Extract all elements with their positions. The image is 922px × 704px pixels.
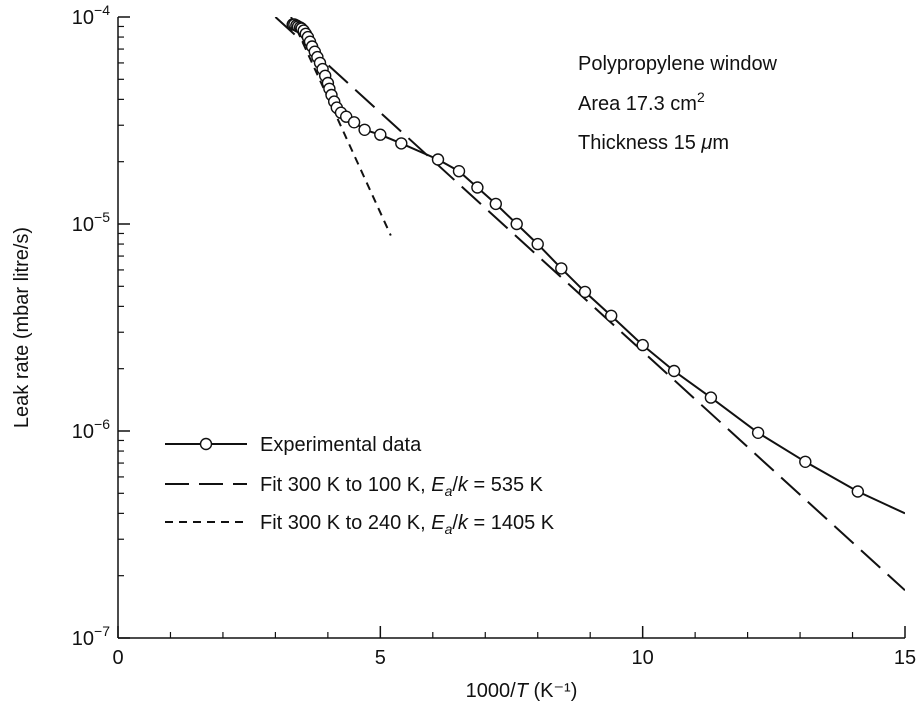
legend-label-2: Fit 300 K to 100 K, Ea/k = 535 K bbox=[260, 474, 544, 499]
data-point bbox=[471, 181, 484, 194]
data-point bbox=[851, 485, 864, 498]
legend: Experimental data Fit 300 K to 100 K, Ea/… bbox=[165, 434, 555, 537]
data-point bbox=[636, 338, 649, 352]
series-line-3 bbox=[290, 17, 392, 236]
data-point bbox=[578, 285, 592, 299]
annotation-3: Thickness 15 μm bbox=[578, 132, 729, 154]
legend-label-1: Experimental data bbox=[260, 434, 422, 456]
x-axis-title: 1000/T (K⁻¹) bbox=[466, 680, 578, 702]
y-axis-title: Leak rate (mbar litre/s) bbox=[11, 227, 33, 428]
legend-marker bbox=[199, 437, 213, 451]
data-point bbox=[605, 309, 618, 322]
series-line-2 bbox=[274, 17, 905, 592]
data-point bbox=[799, 455, 812, 468]
x-tick-label: 15 bbox=[894, 647, 916, 669]
legend-label-3: Fit 300 K to 240 K, Ea/k = 1405 K bbox=[260, 512, 555, 537]
y-tick-label: 10−5 bbox=[72, 209, 110, 236]
plot-marks bbox=[274, 17, 905, 592]
y-tick-label: 10−7 bbox=[72, 623, 110, 650]
annotations: Polypropylene window Area 17.3 cm2 Thickne… bbox=[578, 53, 778, 154]
data-point bbox=[751, 426, 765, 439]
data-point bbox=[704, 391, 718, 404]
data-point bbox=[510, 217, 523, 231]
data-point bbox=[395, 137, 408, 150]
data-point bbox=[452, 164, 466, 178]
data-point bbox=[374, 128, 387, 141]
data-point bbox=[667, 364, 681, 378]
y-tick-label: 10−4 bbox=[72, 2, 110, 29]
y-tick-label: 10−6 bbox=[72, 416, 110, 443]
data-point bbox=[555, 262, 568, 275]
annotation-2: Area 17.3 cm2 bbox=[578, 89, 705, 115]
x-tick-label: 5 bbox=[375, 647, 386, 669]
data-point bbox=[431, 153, 445, 166]
axes: 0 5 10 15 10−7 10−6 10−5 10−4 1000/T (K⁻¹) Leak r… bbox=[11, 2, 916, 702]
data-point bbox=[531, 237, 544, 251]
data-point bbox=[489, 197, 502, 211]
data-point bbox=[358, 123, 371, 137]
x-tick-label: 10 bbox=[632, 647, 654, 669]
data-point bbox=[347, 116, 361, 129]
annotation-1: Polypropylene window bbox=[578, 53, 778, 75]
x-tick-label: 0 bbox=[112, 647, 123, 669]
